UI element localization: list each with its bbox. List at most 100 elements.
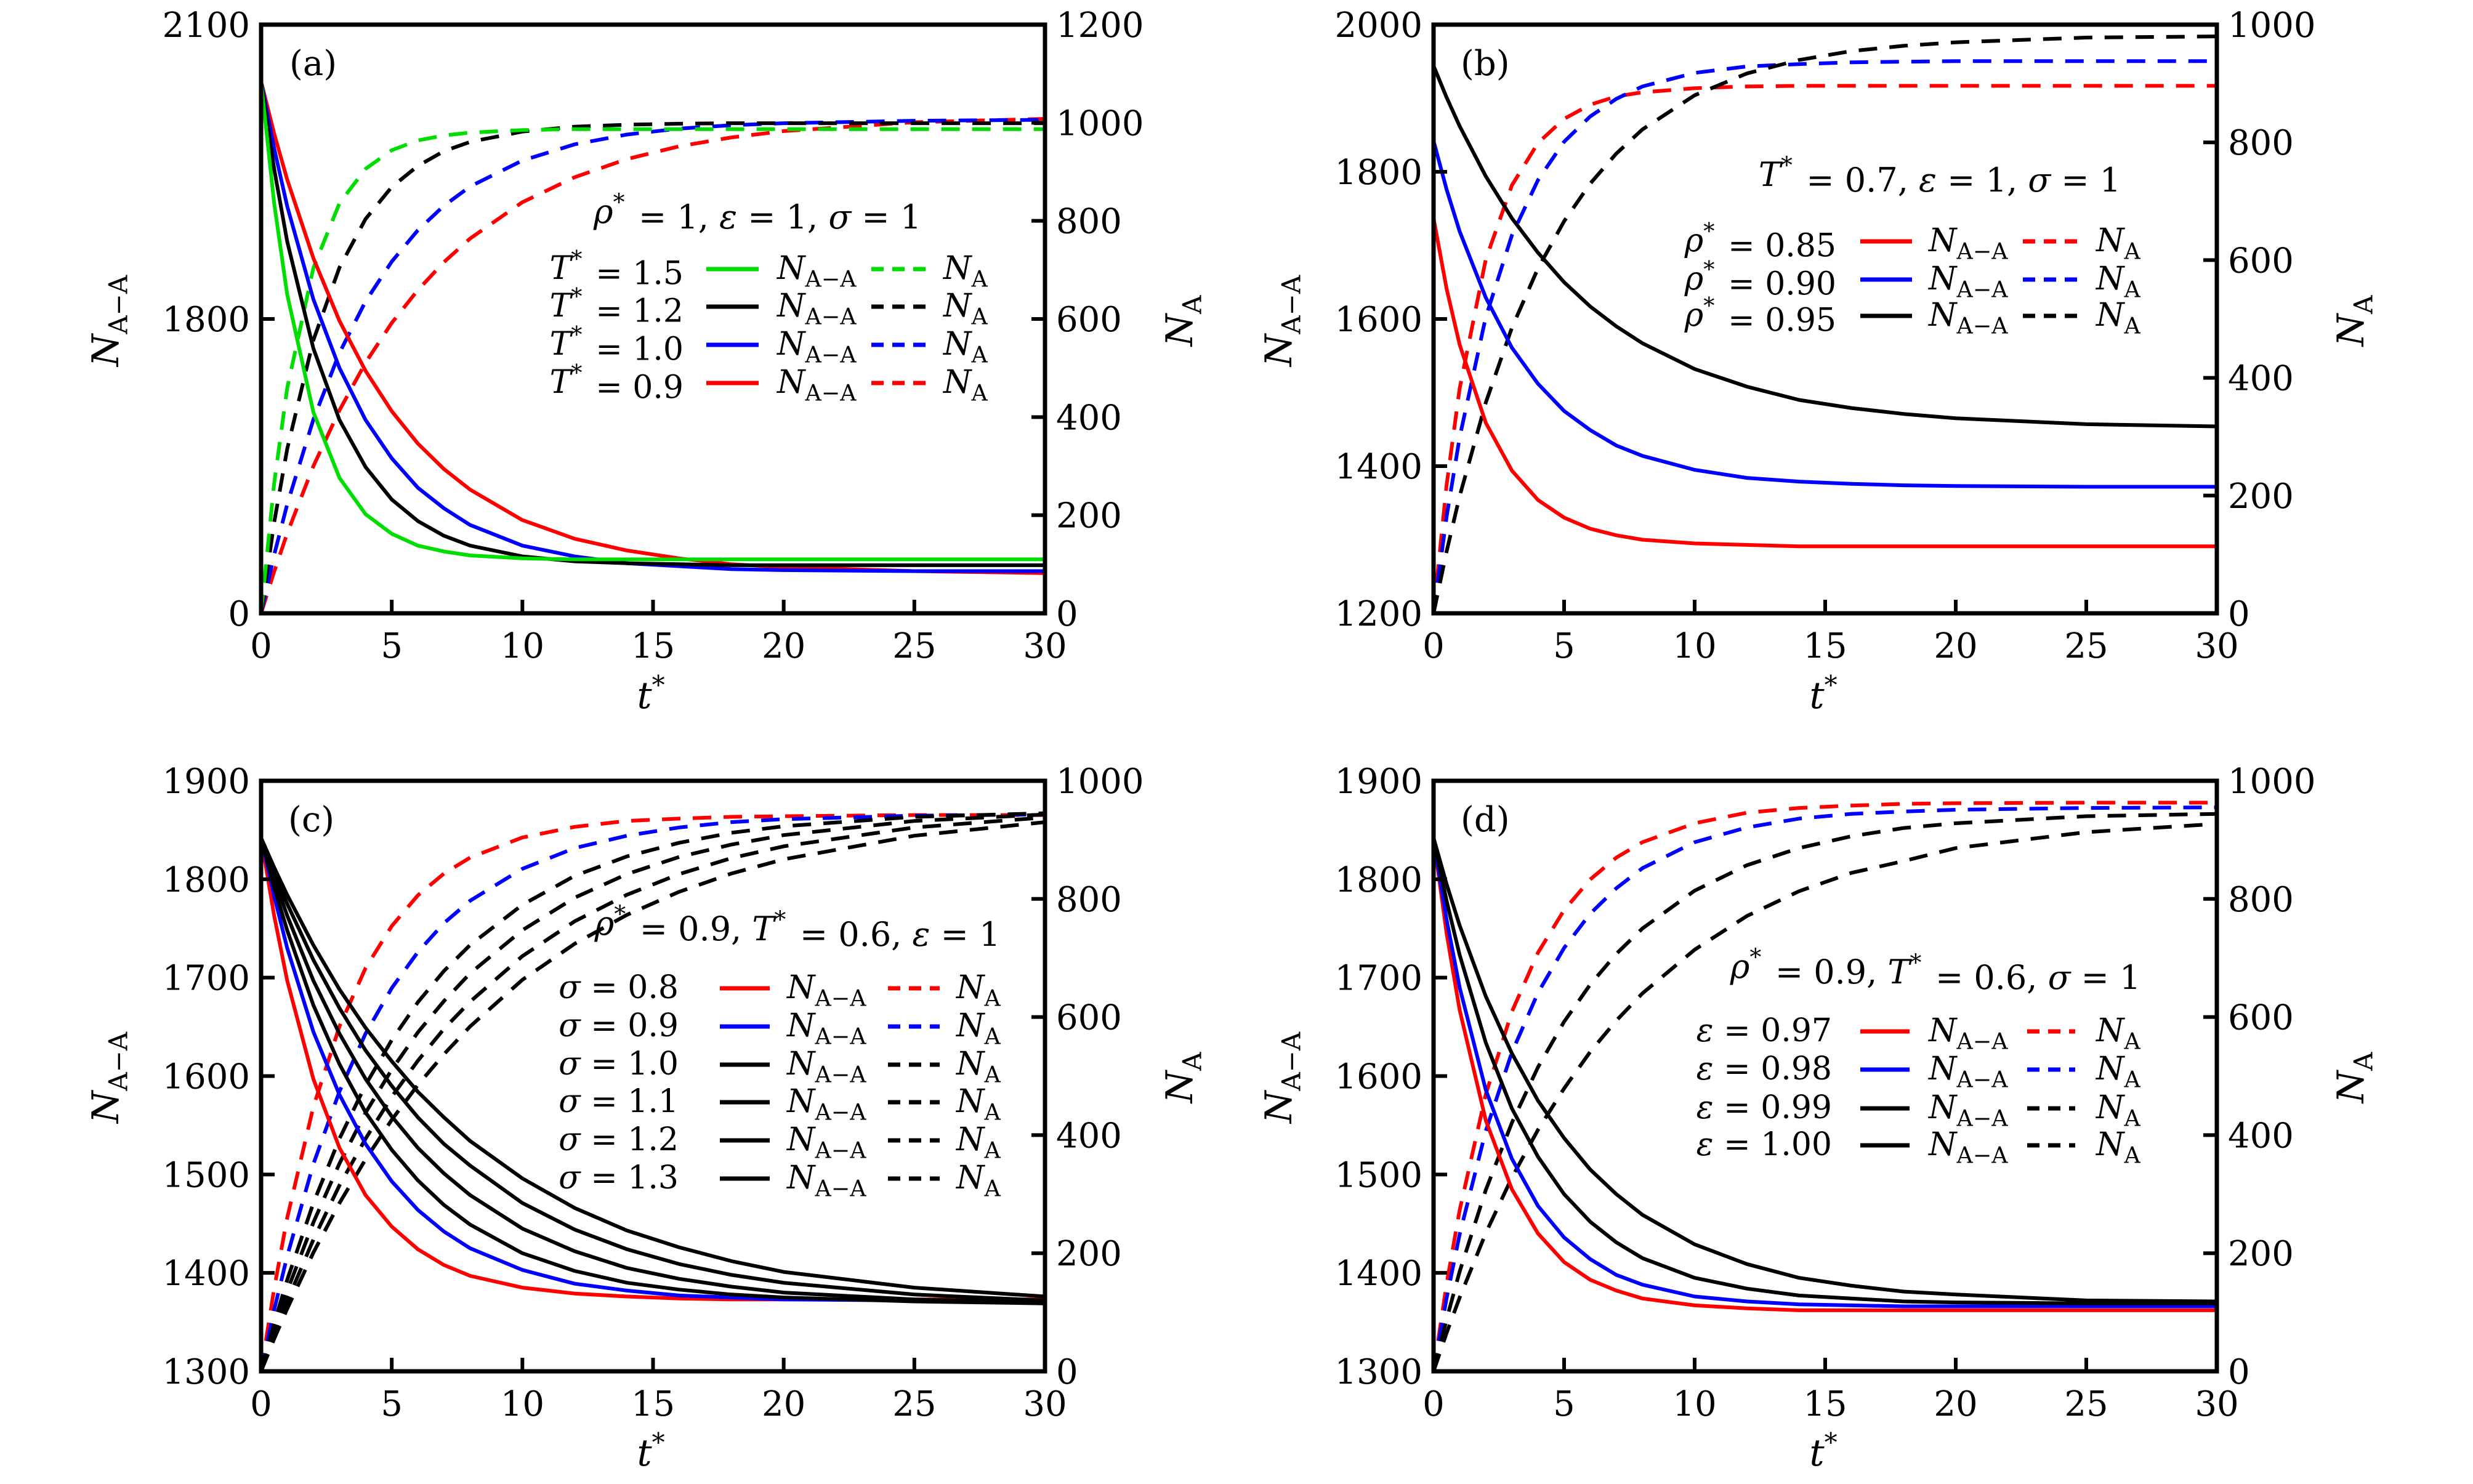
x-tick-label: 30 <box>2195 626 2238 666</box>
legend: T* = 1.5 NA−A NA T* = 1.2 NA−A NA T* = 1.0… <box>550 246 991 406</box>
series-line-dashed-NA-ρ*=0.90 <box>1434 59 2217 613</box>
x-tick-label: 5 <box>381 1384 403 1424</box>
y-right-tick-label: 1200 <box>1056 6 1144 46</box>
y-right-tick-label: 800 <box>1056 202 1122 242</box>
legend-dashed-label: NA <box>955 1118 1004 1164</box>
x-tick-label: 0 <box>1422 626 1445 666</box>
legend: σ = 0.8 NA−A NA σ = 0.9 NA−A NA σ = 1.0 NA−… <box>559 966 1004 1202</box>
series-line-dashed-NA-σ=1.3 <box>261 820 1045 1371</box>
legend-label: ρ* = 0.95 <box>1684 292 1836 339</box>
panel-d: 0 5 10 15 20 25 30 1300 1400 1500 1600 1700 1800 1900… <box>1254 762 2379 1481</box>
legend: ε = 0.97 NA−A NA ε = 0.98 NA−A NA ε = 0.99… <box>1696 1009 2144 1169</box>
x-tick-label: 0 <box>250 1384 272 1424</box>
x-axis-label: t* <box>1809 1427 1841 1481</box>
legend-solid-label: NA−A <box>1927 1123 2011 1169</box>
panel-b: 0 5 10 15 20 25 30 1200 1400 1600 1800 2000 0 200 400 6… <box>1254 6 2379 724</box>
legend-entry: σ = 1.3 NA−A NA <box>559 1156 1001 1202</box>
panel-a: 0 5 10 15 20 25 300180021000200400600800100012… <box>81 6 1208 724</box>
y-left-axis-label: NA−A <box>81 1028 134 1124</box>
legend-solid-label: NA−A <box>1927 294 2011 339</box>
legend-solid-label: NA−A <box>786 1004 869 1050</box>
x-tick-label: 15 <box>631 626 675 666</box>
y-left-tick-label: 1400 <box>1334 447 1422 487</box>
legend-dashed-label: NA <box>942 284 991 330</box>
y-left-tick-label: 1300 <box>162 1352 250 1392</box>
legend-solid-label: NA−A <box>776 361 860 406</box>
series-line-solid-NAA-σ=1.3 <box>261 837 1045 1299</box>
y-left-axis-label: NA−A <box>81 272 134 368</box>
legend-solid-label: NA−A <box>786 1156 869 1202</box>
panel-label: (a) <box>289 44 337 84</box>
series-line-dashed-NA-ρ*=0.85 <box>1434 84 2217 613</box>
legend-solid-label: NA−A <box>1927 219 2011 265</box>
series-line-solid-NAA-ρ*=0.85 <box>1434 217 2217 549</box>
series-group <box>1434 800 2217 1371</box>
x-tick-label: 25 <box>2064 1384 2108 1424</box>
legend-label: σ = 0.9 <box>559 1007 679 1044</box>
legend-entry: σ = 1.2 NA−A NA <box>559 1118 1004 1164</box>
y-right-tick-label: 0 <box>1056 594 1078 634</box>
series-line-solid-NAA-σ=0.9 <box>261 837 1045 1304</box>
x-tick-label: 20 <box>1934 1384 1977 1424</box>
legend-dashed-label: NA <box>2095 1009 2144 1055</box>
x-axis-label: t* <box>637 670 668 724</box>
series-line-solid-NAA-ε=0.97 <box>1434 837 2217 1312</box>
y-left-tick-label: 1800 <box>1334 153 1422 193</box>
legend-dashed-label: NA <box>2095 257 2144 303</box>
y-left-tick-label: 1800 <box>162 300 250 340</box>
legend-dashed-label: NA <box>955 1042 1004 1088</box>
y-right-tick-label: 400 <box>2228 359 2294 399</box>
series-line-solid-NAA-T*=1.2 <box>261 81 1045 567</box>
x-axis-label: t* <box>1809 670 1841 724</box>
legend-solid-label: NA−A <box>786 1080 869 1126</box>
legend-entry: σ = 0.9 NA−A NA <box>559 1004 1004 1050</box>
x-tick-label: 25 <box>2064 626 2108 666</box>
parameter-annotation: ρ* = 0.9, T* = 0.6, ε = 1 <box>594 900 1001 954</box>
legend-entry: T* = 1.5 NA−A NA <box>550 246 991 292</box>
series-line-dashed-NA-σ=1.2 <box>261 815 1045 1371</box>
x-tick-label: 15 <box>1803 626 1847 666</box>
y-left-tick-label: 1600 <box>1334 300 1422 340</box>
y-right-tick-label: 800 <box>2228 880 2294 920</box>
y-right-axis-label: NA <box>1155 292 1208 348</box>
legend: ρ* = 0.85 NA−A NA ρ* = 0.90 NA−A NA ρ* = 0… <box>1684 218 2144 339</box>
legend-solid-label: NA−A <box>1927 1047 2011 1093</box>
y-right-tick-label: 800 <box>2228 123 2294 163</box>
y-left-axis-label: NA−A <box>1254 272 1307 368</box>
legend-label: ε = 0.98 <box>1696 1050 1832 1087</box>
legend-label: T* = 0.9 <box>550 360 684 406</box>
y-right-tick-label: 200 <box>1056 496 1122 536</box>
legend-entry: σ = 1.1 NA−A NA <box>559 1080 1001 1126</box>
y-left-tick-label: 1800 <box>162 860 250 900</box>
y-right-tick-label: 0 <box>2228 1352 2250 1392</box>
series-line-solid-NAA-T*=1.0 <box>261 81 1045 573</box>
y-right-tick-label: 1000 <box>1056 762 1144 802</box>
series-line-dashed-NA-ρ*=0.95 <box>1434 34 2217 613</box>
x-tick-label: 10 <box>501 1384 544 1424</box>
series-group <box>1434 34 2217 613</box>
x-tick-label: 5 <box>1553 1384 1575 1424</box>
y-left-axis-label: NA−A <box>1254 1028 1307 1124</box>
y-right-axis-label: NA <box>1155 1049 1208 1105</box>
legend-dashed-label: NA <box>942 247 991 292</box>
legend-label: σ = 1.3 <box>559 1159 679 1196</box>
series-line-dashed-NA-ε=0.97 <box>1434 800 2217 1371</box>
legend-dashed-label: NA <box>955 1004 1004 1050</box>
x-tick-label: 30 <box>1023 1384 1067 1424</box>
panel-label: (d) <box>1461 800 1510 840</box>
legend-entry: ε = 0.98 NA−A NA <box>1696 1047 2141 1093</box>
panel-label: (c) <box>288 800 334 840</box>
legend-solid-label: NA−A <box>786 966 869 1012</box>
y-right-tick-label: 400 <box>1056 398 1122 438</box>
x-tick-label: 30 <box>2195 1384 2238 1424</box>
legend-entry: ρ* = 0.85 NA−A NA <box>1684 218 2141 265</box>
parameter-annotation: ρ* = 0.9, T* = 0.6, σ = 1 <box>1730 943 2141 997</box>
y-left-tick-label: 1500 <box>1334 1155 1422 1195</box>
series-line-dashed-NA-T*=0.9 <box>261 117 1045 613</box>
x-tick-label: 15 <box>631 1384 675 1424</box>
x-tick-label: 0 <box>250 626 272 666</box>
legend-label: σ = 0.8 <box>559 969 679 1006</box>
legend-dashed-label: NA <box>942 361 991 406</box>
